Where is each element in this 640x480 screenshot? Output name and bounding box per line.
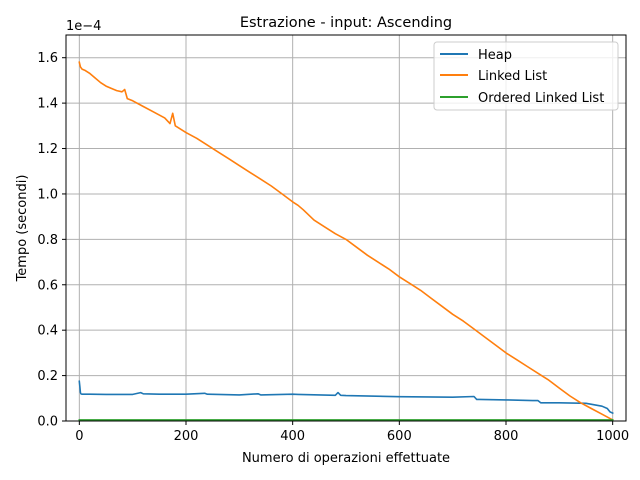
axis-ticks: 0 200 400 600 800 1000 0.0 0.2 0.4 0.6 0.8 1.0 1.2 1.… <box>37 51 629 444</box>
y-tick-label: 1.2 <box>37 142 58 157</box>
x-tick-label: 800 <box>494 429 519 444</box>
y-tick-label: 0.2 <box>37 369 58 384</box>
legend: Heap Linked List Ordered Linked List <box>433 41 619 111</box>
y-tick-label: 0.4 <box>37 324 58 339</box>
linked-list-series-line <box>78 61 614 421</box>
legend-label-heap: Heap <box>478 48 512 63</box>
x-tick-label: 0 <box>75 429 83 444</box>
x-axis-label: Numero di operazioni effettuate <box>242 451 450 466</box>
x-tick-label: 400 <box>280 429 305 444</box>
plot-frame <box>65 34 627 422</box>
x-tick-label: 600 <box>387 429 412 444</box>
y-tick-label: 1.0 <box>37 187 58 202</box>
heap-series-line <box>78 380 614 415</box>
y-scale-label: 1e−4 <box>66 19 101 34</box>
y-axis-label: Tempo (secondi) <box>15 175 30 283</box>
x-tick-label: 200 <box>174 429 199 444</box>
legend-box <box>433 41 619 111</box>
y-tick-label: 0.6 <box>37 278 58 293</box>
legend-label-ordered-linked-list: Ordered Linked List <box>478 91 604 106</box>
y-tick-label: 1.6 <box>37 51 58 66</box>
x-tick-label: 1000 <box>596 429 629 444</box>
y-tick-label: 0.8 <box>37 233 58 248</box>
y-tick-label: 1.4 <box>37 97 58 112</box>
series-lines <box>78 61 614 421</box>
y-tick-label: 0.0 <box>37 415 58 430</box>
chart-title: Estrazione - input: Ascending <box>240 15 452 31</box>
legend-label-linked-list: Linked List <box>478 69 547 84</box>
